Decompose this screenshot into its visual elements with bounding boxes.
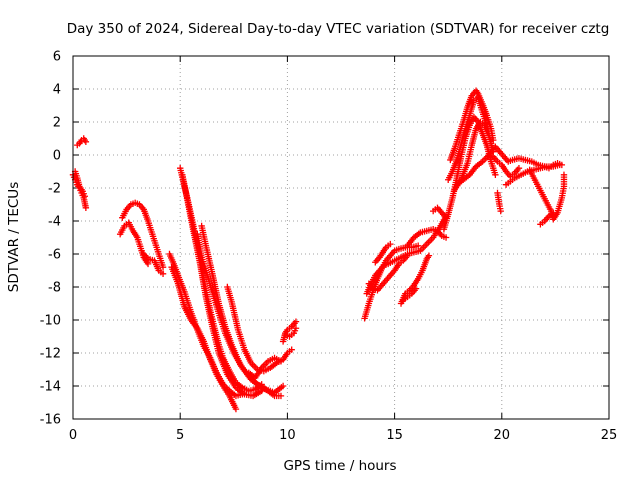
data-point: [81, 193, 88, 200]
data-point: [550, 209, 557, 216]
y-tick-label: -2: [48, 182, 61, 197]
data-point: [558, 161, 566, 169]
series-arc-2: [71, 168, 88, 200]
data-point: [292, 318, 300, 325]
data-point: [515, 165, 523, 172]
y-tick-label: 6: [53, 50, 61, 65]
series-arc-22: [399, 285, 420, 304]
data-point: [425, 252, 433, 259]
data-point: [560, 171, 568, 178]
data-point: [292, 325, 300, 332]
x-tick-label: 0: [69, 428, 77, 443]
series-arc-14: [245, 354, 285, 381]
y-tick-label: 0: [53, 149, 61, 164]
series-arc-13: [224, 283, 295, 375]
data-point: [442, 234, 450, 241]
series-arc-12: [198, 222, 287, 396]
series-arc-15: [279, 318, 300, 345]
x-tick-label: 15: [386, 428, 403, 443]
x-axis-title: GPS time / hours: [283, 458, 396, 474]
data-point: [497, 207, 504, 215]
data-point: [485, 132, 493, 139]
data-point: [159, 264, 167, 271]
data-point: [404, 252, 411, 259]
series-arc-20: [372, 240, 394, 266]
x-tick-label: 5: [176, 428, 184, 443]
data-point: [277, 358, 285, 365]
series-arc-4: [116, 219, 152, 268]
data-point: [492, 171, 499, 178]
series-arc-23: [404, 226, 450, 249]
data-point: [82, 138, 90, 145]
data-point: [490, 136, 497, 144]
y-tick-label: -14: [40, 380, 61, 395]
data-point: [288, 346, 295, 353]
series-arc-8: [168, 264, 240, 413]
series-arc-35: [541, 160, 566, 172]
series-arc-34: [537, 209, 557, 228]
series-arc-27: [447, 87, 497, 164]
series-arc-16: [282, 325, 300, 340]
data-points: [69, 87, 568, 413]
series-arc-5: [119, 199, 167, 271]
y-tick-label: 2: [53, 116, 61, 131]
grid-lines: [73, 56, 609, 419]
x-tick-label: 25: [601, 428, 618, 443]
series-arc-36: [494, 189, 504, 215]
y-tick-label: -10: [40, 314, 61, 329]
data-point: [387, 240, 394, 248]
series-arc-19: [365, 252, 411, 294]
chart-title: Day 350 of 2024, Sidereal Day-to-day VTE…: [67, 21, 610, 37]
data-point: [277, 392, 285, 400]
series-arc-10: [179, 171, 265, 400]
y-axis-title: SDTVAR / TECUs: [6, 182, 22, 292]
series-arc-33: [526, 166, 568, 223]
y-tick-label: -12: [40, 347, 61, 362]
y-tick-label: 4: [53, 83, 61, 98]
series-arc-21: [397, 252, 433, 307]
data-point: [412, 285, 420, 292]
series-arc-29: [451, 118, 493, 193]
data-point: [414, 242, 422, 249]
y-tick-label: -6: [48, 248, 61, 263]
data-point: [232, 405, 240, 413]
y-tick-label: -8: [48, 281, 61, 296]
plot-frame: [72, 55, 610, 420]
x-tick-label: 20: [494, 428, 511, 443]
y-tick-label: -16: [40, 413, 61, 428]
series-arc-6: [140, 250, 167, 277]
data-point: [159, 270, 167, 277]
series-arc-31: [492, 143, 548, 170]
y-tick-label: -4: [48, 215, 61, 230]
data-point: [82, 204, 90, 211]
data-point: [279, 382, 287, 390]
x-tick-label: 10: [279, 428, 296, 443]
axis-ticks: 0 5 10 15 20 25 -16 -14 -12 -10 -8 -6 -4 -2 0 2 4 6: [40, 50, 618, 444]
series-arc-3: [74, 135, 90, 149]
